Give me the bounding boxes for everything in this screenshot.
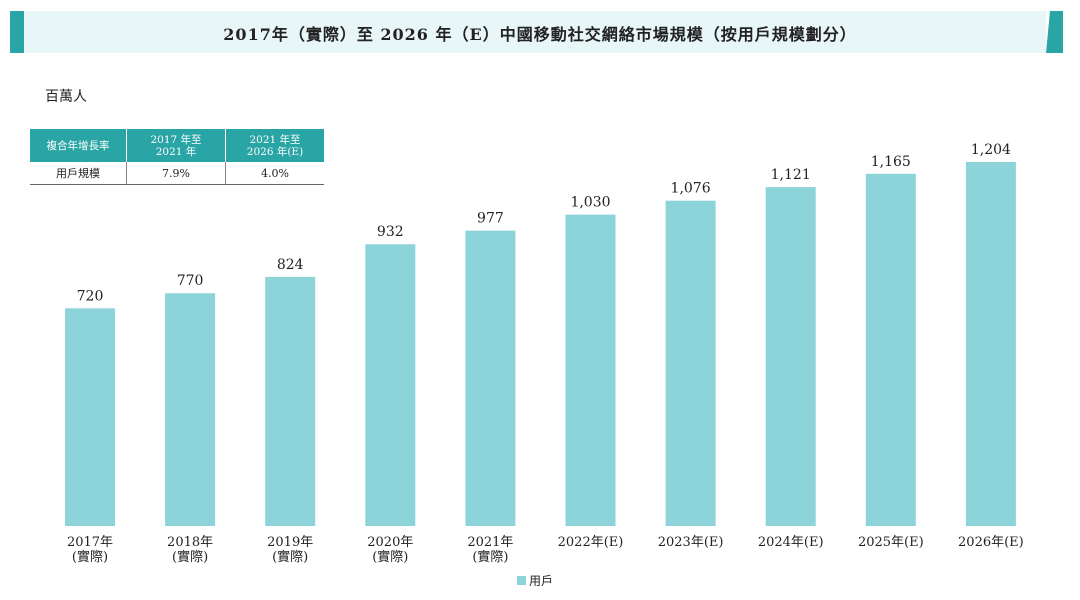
cagr-table: 複合年增長率 2017 年至 2021 年 2021 年至 2026 年(E) … — [30, 129, 324, 185]
bar-4 — [465, 230, 516, 526]
chart-title: 2017年（實際）至 2026 年（E）中國移動社交網絡市場規模（按用戶規模劃分… — [223, 25, 857, 44]
bar-8 — [865, 173, 916, 526]
data-label-5: 1,030 — [570, 195, 610, 211]
data-label-2: 824 — [277, 257, 304, 273]
bar-2 — [265, 276, 316, 526]
x-tick-label-7: 2024年(E) — [758, 535, 824, 550]
x-tick-label-4: 2021年(實際) — [467, 535, 513, 565]
x-tick-label-6: 2023年(E) — [658, 535, 724, 550]
x-tick-label-3: 2020年(實際) — [367, 535, 413, 565]
x-tick-label-0: 2017年(實際) — [67, 535, 113, 565]
cagr-value-period-2: 4.0% — [225, 162, 324, 185]
bar-0 — [65, 308, 115, 526]
data-label-4: 977 — [477, 211, 504, 227]
cagr-value-period-1: 7.9% — [126, 162, 226, 185]
data-label-1: 770 — [177, 273, 204, 289]
legend-label: 用戶 — [529, 574, 554, 588]
x-tick-label-1: 2018年(實際) — [167, 535, 213, 565]
cagr-header-label: 複合年增長率 — [30, 129, 127, 162]
legend-swatch — [517, 576, 526, 585]
cagr-header-period-1: 2017 年至 2021 年 — [126, 129, 226, 162]
data-label-8: 1,165 — [871, 154, 911, 170]
title-band — [10, 11, 1063, 53]
bar-1 — [165, 293, 216, 526]
x-tick-label-2: 2019年(實際) — [267, 535, 313, 565]
data-label-6: 1,076 — [671, 181, 711, 197]
cagr-table-row: 用戶規模 7.9% 4.0% — [30, 162, 324, 185]
bar-9 — [965, 162, 1016, 526]
bar-3 — [365, 244, 416, 527]
cagr-header-period-2: 2021 年至 2026 年(E) — [225, 129, 324, 162]
bar-5 — [565, 214, 616, 526]
unit-label: 百萬人 — [45, 89, 87, 105]
cagr-row-label: 用戶規模 — [30, 162, 127, 185]
data-label-0: 720 — [77, 288, 104, 304]
data-label-9: 1,204 — [971, 142, 1011, 158]
data-label-7: 1,121 — [771, 167, 811, 183]
legend: 用戶 — [517, 572, 553, 589]
cagr-table-header-row: 複合年增長率 2017 年至 2021 年 2021 年至 2026 年(E) — [30, 129, 324, 162]
x-tick-label-9: 2026年(E) — [958, 535, 1024, 550]
x-tick-label-8: 2025年(E) — [858, 535, 924, 550]
bar-7 — [765, 187, 816, 526]
bar-6 — [665, 200, 716, 526]
x-tick-label-5: 2022年(E) — [558, 535, 624, 550]
data-label-3: 932 — [377, 224, 404, 240]
